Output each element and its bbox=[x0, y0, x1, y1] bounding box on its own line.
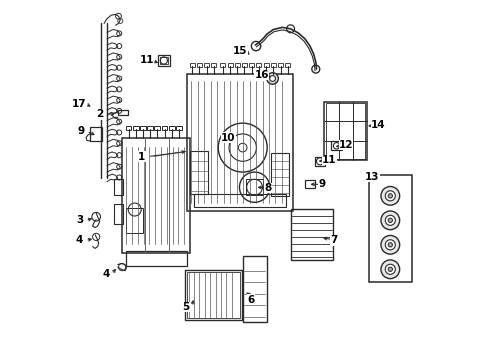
Bar bbox=[186, 272, 240, 318]
Circle shape bbox=[380, 211, 399, 230]
Bar bbox=[122, 138, 190, 253]
Bar bbox=[125, 126, 131, 130]
Bar bbox=[271, 153, 289, 196]
Bar bbox=[133, 126, 139, 130]
Text: 5: 5 bbox=[182, 302, 189, 312]
Bar bbox=[189, 63, 194, 67]
Bar bbox=[176, 126, 182, 130]
Bar bbox=[220, 63, 225, 67]
Bar bbox=[263, 63, 268, 67]
Text: 3: 3 bbox=[76, 215, 83, 225]
Bar bbox=[147, 126, 153, 130]
Bar bbox=[189, 151, 208, 194]
Text: 1: 1 bbox=[138, 152, 145, 162]
Bar bbox=[114, 204, 123, 224]
Circle shape bbox=[380, 186, 399, 205]
Text: 16: 16 bbox=[254, 70, 268, 80]
Bar bbox=[186, 74, 292, 211]
Bar bbox=[242, 63, 246, 67]
Text: 12: 12 bbox=[338, 140, 352, 150]
Bar bbox=[270, 63, 275, 67]
Text: 11: 11 bbox=[139, 55, 154, 66]
Circle shape bbox=[387, 194, 392, 198]
Bar bbox=[158, 55, 169, 66]
Text: 9: 9 bbox=[77, 126, 84, 136]
Text: 7: 7 bbox=[329, 235, 337, 246]
Bar bbox=[234, 63, 239, 67]
Bar bbox=[305, 180, 314, 188]
Bar bbox=[159, 57, 168, 64]
Bar bbox=[314, 157, 325, 166]
Bar bbox=[125, 208, 142, 233]
Bar bbox=[227, 63, 232, 67]
Text: 4: 4 bbox=[102, 269, 109, 279]
Bar bbox=[249, 63, 254, 67]
Bar bbox=[246, 179, 263, 195]
Bar bbox=[168, 126, 174, 130]
Circle shape bbox=[387, 218, 392, 222]
Circle shape bbox=[385, 215, 394, 225]
Bar bbox=[197, 63, 202, 67]
Text: 14: 14 bbox=[370, 120, 385, 130]
Circle shape bbox=[387, 243, 392, 247]
Bar bbox=[242, 256, 266, 322]
Text: 4: 4 bbox=[76, 235, 83, 246]
Bar bbox=[211, 63, 216, 67]
Text: 17: 17 bbox=[72, 99, 87, 109]
Bar bbox=[125, 251, 186, 266]
Bar bbox=[185, 270, 242, 320]
Circle shape bbox=[269, 76, 275, 81]
Bar bbox=[162, 126, 167, 130]
Bar bbox=[368, 175, 411, 282]
Bar bbox=[285, 63, 289, 67]
Bar bbox=[118, 110, 127, 115]
Text: 10: 10 bbox=[221, 132, 235, 143]
Text: 9: 9 bbox=[318, 179, 325, 189]
Circle shape bbox=[385, 240, 394, 250]
Circle shape bbox=[266, 73, 278, 84]
Text: 6: 6 bbox=[247, 294, 254, 305]
Bar bbox=[256, 63, 261, 67]
Circle shape bbox=[251, 41, 260, 51]
Bar bbox=[324, 102, 366, 160]
Text: 15: 15 bbox=[232, 46, 247, 56]
Bar bbox=[90, 127, 102, 141]
Circle shape bbox=[387, 267, 392, 271]
Bar bbox=[114, 179, 123, 195]
Bar bbox=[290, 209, 332, 260]
Circle shape bbox=[380, 260, 399, 279]
Bar bbox=[277, 63, 283, 67]
Circle shape bbox=[385, 264, 394, 274]
Text: 11: 11 bbox=[321, 155, 336, 165]
Bar bbox=[140, 126, 145, 130]
Text: 2: 2 bbox=[96, 109, 103, 120]
Circle shape bbox=[380, 235, 399, 254]
Bar bbox=[325, 103, 365, 159]
Circle shape bbox=[311, 65, 319, 73]
Text: 13: 13 bbox=[365, 172, 379, 182]
Bar bbox=[204, 63, 209, 67]
Bar bbox=[194, 194, 285, 207]
Text: 8: 8 bbox=[264, 183, 271, 193]
Circle shape bbox=[385, 191, 394, 201]
Bar bbox=[330, 141, 342, 150]
Circle shape bbox=[286, 25, 294, 33]
Bar bbox=[154, 126, 160, 130]
